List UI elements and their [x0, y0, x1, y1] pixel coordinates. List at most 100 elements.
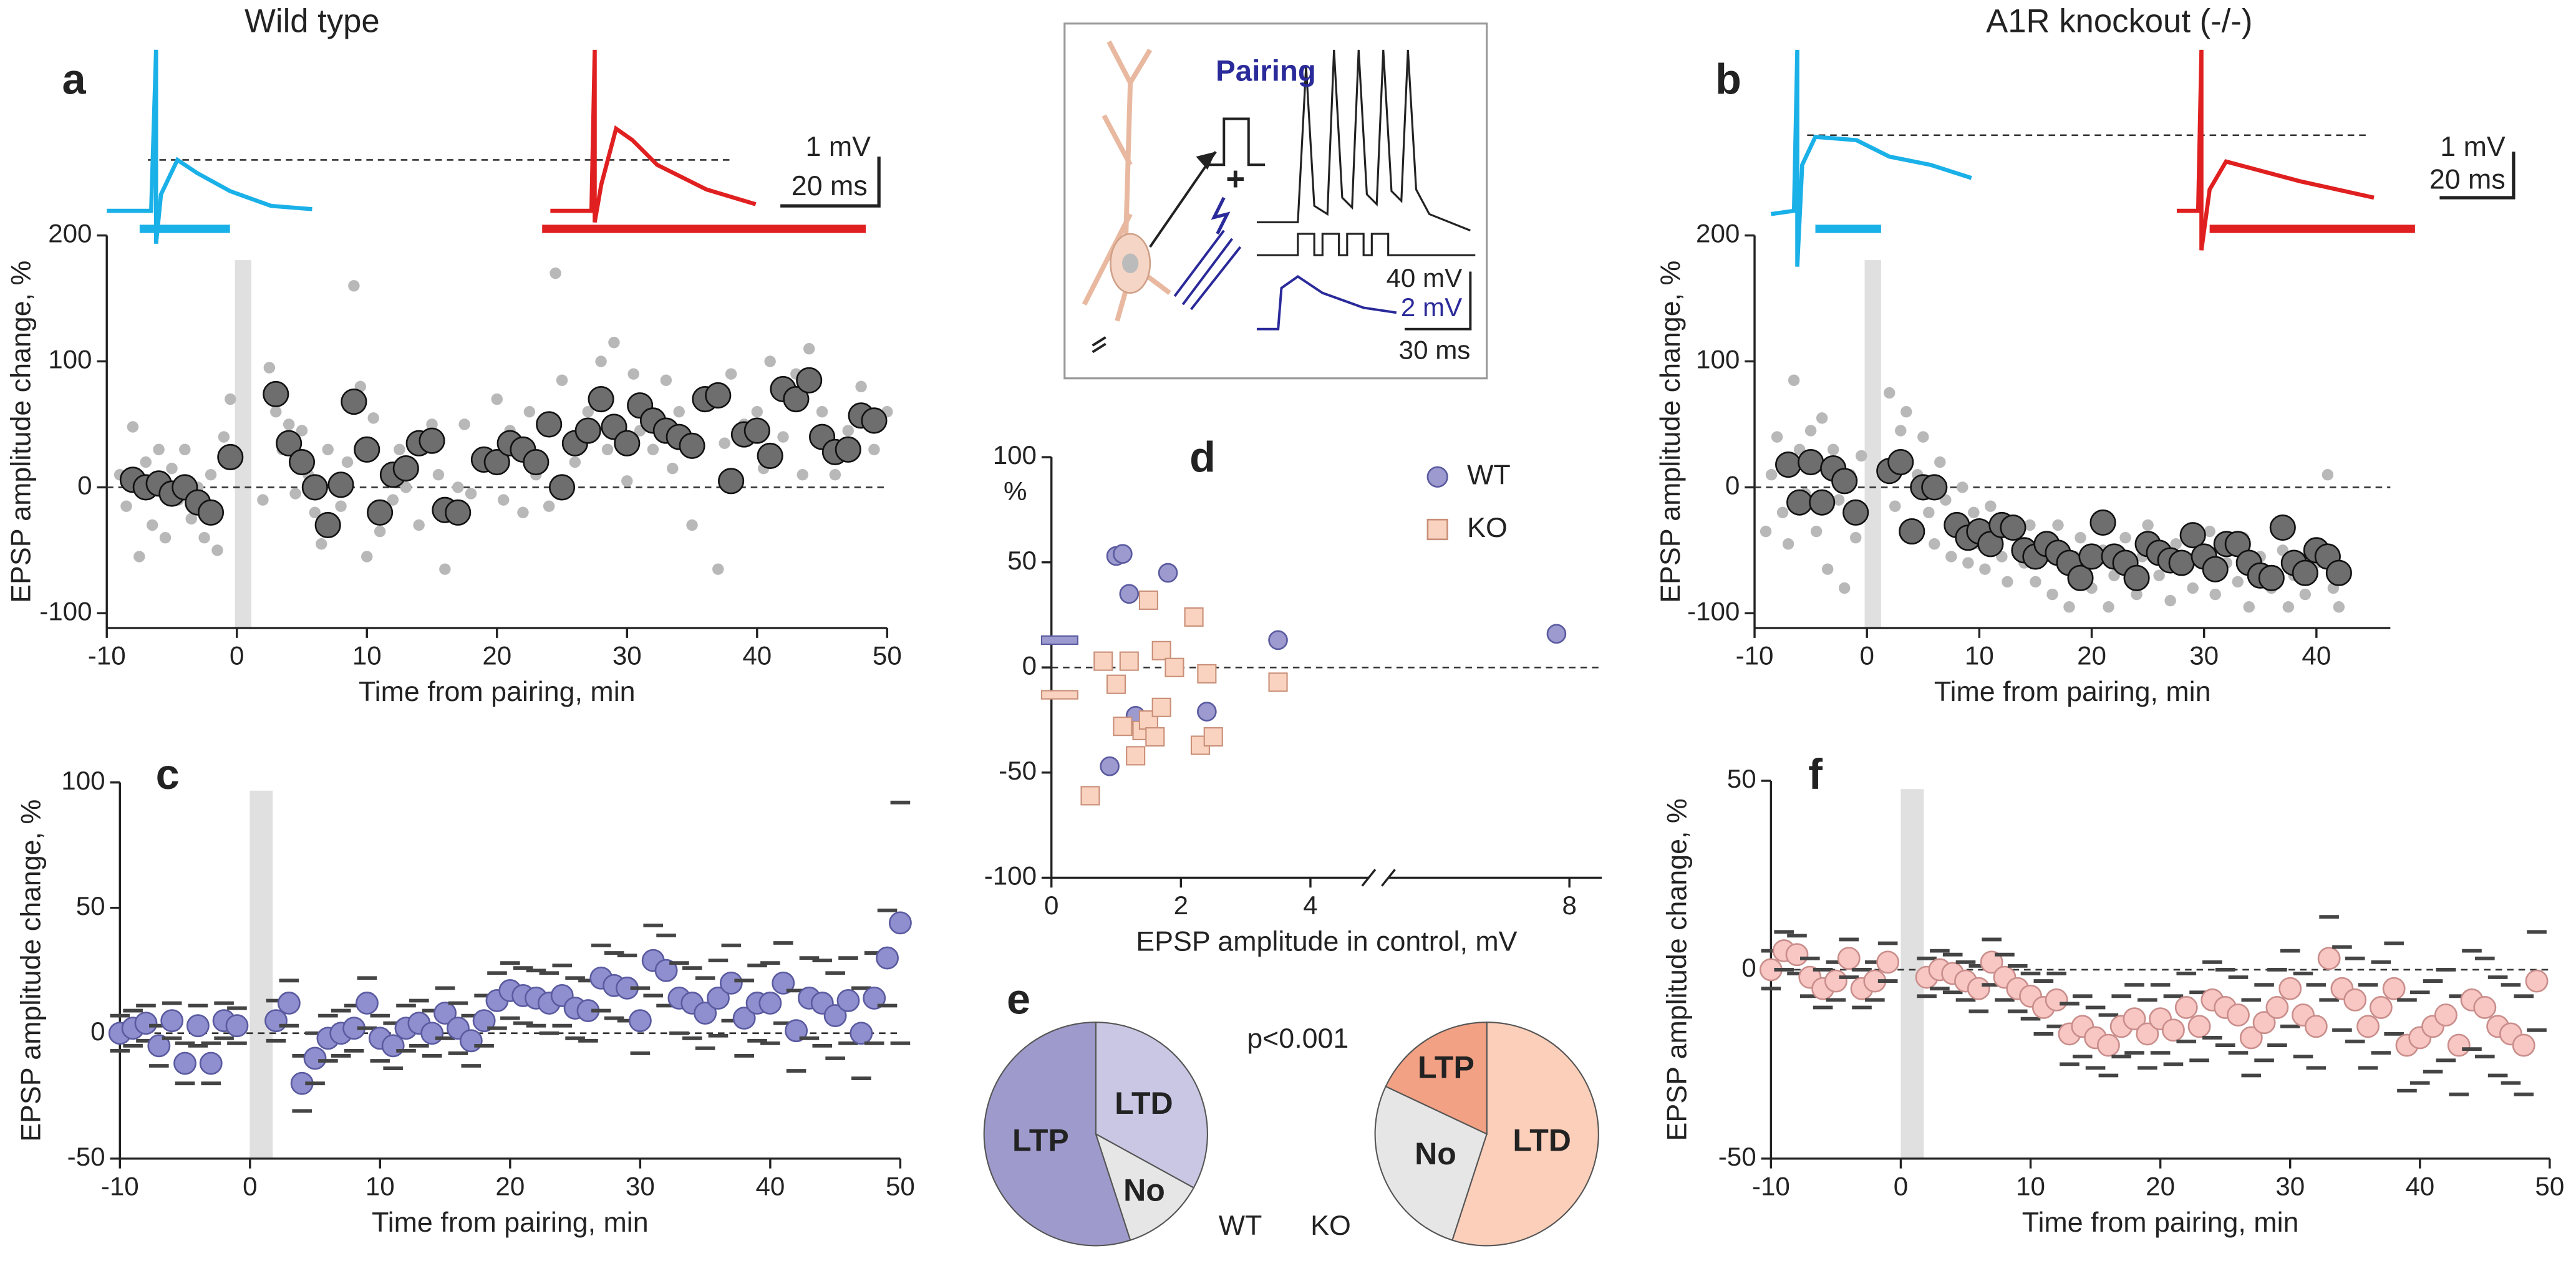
point [1855, 450, 1867, 462]
x-tick-label: 0 [243, 1171, 257, 1201]
point [134, 1012, 158, 1035]
point [1979, 563, 1991, 575]
point [2333, 601, 2345, 613]
point [1113, 717, 1133, 737]
point [2304, 1015, 2328, 1038]
y-axis-label: % [1004, 476, 1027, 506]
point [595, 355, 607, 367]
point [185, 513, 197, 525]
point [211, 544, 223, 556]
point [569, 456, 581, 468]
point [276, 430, 303, 457]
point [288, 448, 316, 476]
point [1901, 406, 1912, 418]
point [1810, 525, 1823, 538]
point [2258, 564, 2285, 591]
panel-label: a [62, 56, 86, 104]
point [472, 1009, 496, 1033]
y-tick-label: 50 [1727, 764, 1756, 793]
point [842, 425, 854, 437]
pie-label: KO [1310, 1210, 1351, 1241]
point [1776, 506, 1789, 519]
point [628, 1009, 652, 1033]
x-axis-label: Time from pairing, min [1934, 676, 2211, 707]
point [335, 500, 347, 512]
point [2131, 588, 2143, 601]
point [1929, 538, 1940, 550]
x-tick-label: 40 [755, 1171, 785, 1201]
point [2299, 588, 2312, 601]
point [772, 971, 795, 995]
point [316, 538, 327, 550]
point [1760, 525, 1772, 538]
point [147, 1034, 171, 1058]
x-tick-label: 50 [2535, 1171, 2564, 1201]
point [2142, 519, 2154, 531]
point [2232, 576, 2244, 588]
point [694, 1002, 717, 1025]
panel-f: -50 0 50 -10 0 10 20 30 40 50 Time from pairing, m… [1662, 750, 2565, 1238]
point [888, 911, 912, 935]
point [2187, 582, 2199, 594]
y-tick-label: -50 [67, 1142, 105, 1171]
point [2227, 1003, 2250, 1027]
point [1831, 468, 1858, 495]
point [863, 987, 886, 1010]
point [718, 468, 745, 495]
point [419, 427, 445, 454]
x-tick-label: 50 [886, 1171, 915, 1201]
point [445, 499, 472, 526]
point [2063, 601, 2075, 613]
point [2282, 601, 2295, 613]
point [1151, 697, 1171, 717]
point [803, 343, 815, 355]
y-axis-label: EPSP amplitude change, % [1655, 261, 1686, 603]
point [263, 380, 289, 408]
point [322, 443, 334, 456]
point [1876, 950, 1900, 974]
x-tick-label: 50 [873, 641, 902, 670]
point [548, 474, 576, 501]
panel-c: -50 0 50 100 -10 0 10 20 30 40 50 Time from pairing… [16, 750, 915, 1238]
panel-title: Wild type [245, 3, 380, 40]
point [2209, 588, 2221, 601]
point [2030, 576, 2041, 588]
point [1889, 500, 1901, 512]
point [452, 481, 464, 493]
point [1775, 451, 1802, 478]
point [523, 448, 550, 476]
point [2052, 519, 2064, 531]
y-tick-label: 0 [1022, 650, 1037, 680]
point [1884, 387, 1896, 399]
point [159, 531, 172, 544]
x-tick-label: 20 [482, 641, 511, 670]
point [197, 499, 225, 526]
point [1833, 494, 1845, 506]
pie-label: WT [1219, 1210, 1262, 1241]
point [1268, 630, 1288, 650]
point [523, 406, 536, 418]
x-tick-label: 30 [626, 1171, 655, 1201]
x-tick-label: 20 [2077, 641, 2106, 670]
pairing-bar [235, 260, 251, 629]
point [2325, 559, 2352, 586]
y-tick-label: 0 [90, 1017, 105, 1046]
point [816, 406, 828, 418]
point [732, 1007, 756, 1030]
point [1788, 374, 1800, 386]
point [2096, 1033, 2120, 1057]
point [2153, 569, 2165, 581]
point [861, 407, 888, 434]
point [764, 355, 776, 367]
point [198, 531, 210, 544]
x-tick-label: 40 [2405, 1171, 2434, 1201]
x-axis-label: Time from pairing, min [372, 1207, 649, 1238]
x-tick-label: 30 [2189, 641, 2219, 670]
scale-label: 1 mV [2440, 131, 2506, 162]
pairing-bar [249, 790, 273, 1159]
point [2103, 601, 2114, 613]
y-tick-label: 100 [1696, 345, 1740, 374]
point [1985, 500, 1997, 512]
x-tick-label: 0 [1044, 891, 1058, 920]
point [341, 456, 354, 468]
